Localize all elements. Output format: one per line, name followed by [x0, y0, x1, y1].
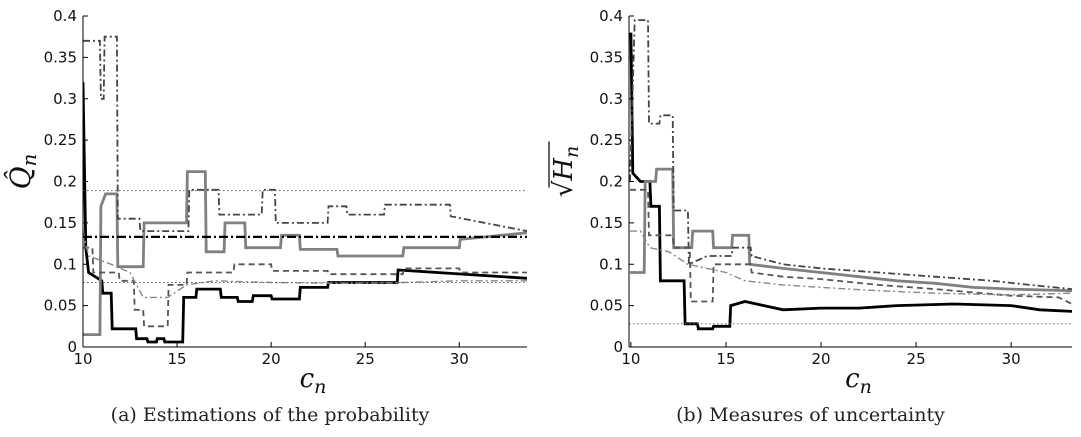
- panel-estimations: 0 0.05 0.1 0.15 0.2 0.25 0.3 0.35 0.4 10 15 20 25 30 c…: [0, 0, 540, 437]
- y-tick-label: 0.3: [53, 90, 77, 108]
- x-tick-label: 10: [73, 350, 92, 368]
- x-axis-label: cn: [300, 364, 327, 398]
- caption-estimations: (a) Estimations of the probability: [110, 404, 430, 426]
- x-tick-label: 15: [716, 350, 735, 368]
- y-tick-label: 0.35: [590, 48, 623, 66]
- y-tick-label: 0.1: [53, 255, 77, 273]
- series-line-5: [630, 230, 1072, 296]
- y-axis-label: Q̂n: [4, 154, 41, 190]
- y-tick-label: 0.4: [53, 7, 77, 25]
- svg-text:Q̂n: Q̂n: [4, 154, 41, 190]
- y-tick-label: 0.2: [599, 173, 623, 191]
- y-tick-label: 0.25: [44, 131, 77, 149]
- x-tick-label: 10: [621, 350, 640, 368]
- x-axis-label: cn: [845, 364, 872, 398]
- series-line-2: [83, 170, 527, 337]
- chart-uncertainty: 0 0.05 0.1 0.15 0.2 0.25 0.3 0.35 0.4 10 15 20 25 30 c…: [548, 7, 1072, 398]
- y-tick-label: 0.1: [599, 255, 623, 273]
- series-line-1: [629, 32, 1072, 331]
- series-line-3: [629, 19, 1072, 290]
- series-line-1: [83, 82, 527, 344]
- y-tick-label: 0.05: [44, 297, 77, 315]
- x-tick-label: 15: [168, 350, 187, 368]
- plot-area: [83, 35, 527, 344]
- x-tick-label: 25: [356, 350, 375, 368]
- svg-text:√Hn: √Hn: [549, 146, 583, 198]
- series-line-4: [630, 188, 1072, 305]
- caption-uncertainty: (b) Measures of uncertainty: [676, 404, 945, 426]
- chart-estimations: 0 0.05 0.1 0.15 0.2 0.25 0.3 0.35 0.4 10 15 20 25 30 c…: [4, 7, 527, 398]
- y-tick-label: 0: [613, 338, 623, 356]
- y-tick-label: 0: [67, 338, 77, 356]
- plot-area: [629, 19, 1072, 331]
- x-tick-label: 25: [907, 350, 926, 368]
- series-line-4: [83, 246, 527, 328]
- y-tick-label: 0.25: [590, 131, 623, 149]
- x-tick-label: 30: [450, 350, 469, 368]
- y-tick-label: 0.4: [599, 7, 623, 25]
- y-tick-label: 0.3: [599, 90, 623, 108]
- y-tick-label: 0.15: [44, 214, 77, 232]
- y-tick-label: 0.35: [44, 48, 77, 66]
- x-tick-label: 30: [1002, 350, 1021, 368]
- y-tick-label: 0.05: [590, 297, 623, 315]
- series-line-3: [83, 35, 527, 233]
- series-line-2: [630, 167, 1072, 293]
- y-axis-label: √Hn: [548, 141, 583, 198]
- panel-uncertainty: 0 0.05 0.1 0.15 0.2 0.25 0.3 0.35 0.4 10 15 20 25 30 c…: [540, 0, 1081, 437]
- y-tick-label: 0.15: [590, 214, 623, 232]
- series-line-5: [83, 230, 527, 299]
- y-tick-label: 0.2: [53, 173, 77, 191]
- x-tick-label: 20: [262, 350, 281, 368]
- x-tick-label: 20: [811, 350, 830, 368]
